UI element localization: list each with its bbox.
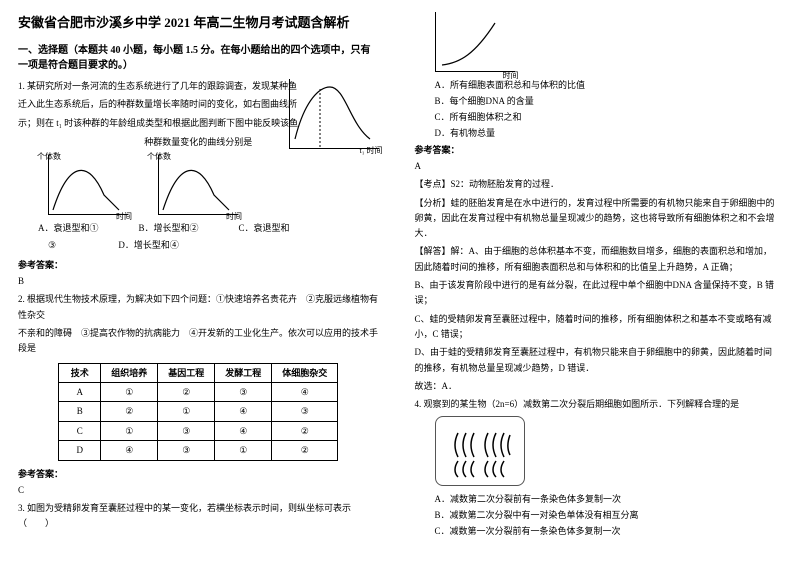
q1-answer: B xyxy=(18,274,379,289)
small-graph-2: 个体数 时间 xyxy=(158,155,238,215)
answer-label: 参考答案： xyxy=(18,467,379,480)
td: B xyxy=(59,402,101,421)
explain: 故选：A． xyxy=(415,379,776,394)
table-row: B ② ① ④ ③ xyxy=(59,402,338,421)
opt-d: D．有机物总量 xyxy=(435,126,776,139)
graph-row: 个体数 时间 个体数 时间 xyxy=(48,155,379,215)
question-3: 3. 如图为受精卵发育至囊胚过程中的某一变化，若横坐标表示时间，则纵坐标可表示（… xyxy=(18,501,379,532)
td: ④ xyxy=(215,421,272,440)
axis-label: 个体数 xyxy=(147,151,171,164)
opt-a: A．衰退型和① xyxy=(38,221,99,235)
explain: B、由于该发育阶段中进行的是有丝分裂，在此过程中单个细胞中DNA 含量保持不变，… xyxy=(415,278,776,309)
td: ① xyxy=(101,421,158,440)
td: ④ xyxy=(272,382,338,401)
q2-answer: C xyxy=(18,483,379,498)
question-2: 2. 根据现代生物技术原理，为解决如下四个问题：①快速培养名贵花卉 ②克服远缘植… xyxy=(18,292,379,460)
th: 基因工程 xyxy=(158,363,215,382)
explain: 【分析】蛙的胚胎发育是在水中进行的，发育过程中所需要的有机物只能来自于卵细胞中的… xyxy=(415,196,776,242)
q2-line: 2. 根据现代生物技术原理，为解决如下四个问题：①快速培养名贵花卉 ②克服远缘植… xyxy=(18,292,379,323)
td: ② xyxy=(272,441,338,460)
explain: 【考点】S2：动物胚胎发育的过程． xyxy=(415,177,776,192)
q3-graph: 时间 xyxy=(435,12,515,72)
q2-table: 技术 组织培养 基因工程 发酵工程 体细胞杂交 A ① ② ③ ④ B ② ① xyxy=(58,363,338,461)
answer-label: 参考答案： xyxy=(415,143,776,156)
td: C xyxy=(59,421,101,440)
table-row: C ① ③ ④ ② xyxy=(59,421,338,440)
th: 技术 xyxy=(59,363,101,382)
table-row: A ① ② ③ ④ xyxy=(59,382,338,401)
section-1-head: 一、选择题（本题共 40 小题，每小题 1.5 分。在每小题给出的四个选项中，只… xyxy=(18,41,379,71)
right-column: 时间 A．所有细胞表面积总和与体积的比值 B．每个细胞DNA 的含量 C．所有细… xyxy=(397,0,793,561)
table-header-row: 技术 组织培养 基因工程 发酵工程 体细胞杂交 xyxy=(59,363,338,382)
axis-label: t₁ 时间 xyxy=(359,145,382,158)
small-graph-1: 个体数 时间 xyxy=(48,155,128,215)
td: ② xyxy=(101,402,158,421)
td: ① xyxy=(215,441,272,460)
td: ③ xyxy=(158,441,215,460)
axis-label: 个体数 xyxy=(37,151,61,164)
q4-options: A．减数第二次分裂前有一条染色体多复制一次 B．减数第二次分裂中有一对染色单体没… xyxy=(415,492,776,537)
td: ① xyxy=(101,382,158,401)
opt-c: C．所有细胞体积之和 xyxy=(435,110,776,123)
page-title: 安徽省合肥市沙溪乡中学 2021 年高二生物月考试题含解析 xyxy=(18,12,379,31)
opt-a: A．所有细胞表面积总和与体积的比值 xyxy=(435,78,776,91)
opt-c: C．减数第一次分裂前有一条染色体多复制一次 xyxy=(435,524,776,537)
td: ③ xyxy=(158,421,215,440)
th: 体细胞杂交 xyxy=(272,363,338,382)
th: 发酵工程 xyxy=(215,363,272,382)
td: ④ xyxy=(101,441,158,460)
th: 组织培养 xyxy=(101,363,158,382)
td: D xyxy=(59,441,101,460)
opt-a: A．减数第二次分裂前有一条染色体多复制一次 xyxy=(435,492,776,505)
explain: D、由于蛙的受精卵发育至囊胚过程中，有机物只能来自于卵细胞中的卵黄，因此随着时间… xyxy=(415,345,776,376)
explain: C、蛙的受精卵发育至囊胚过程中，随着时间的推移，所有细胞体积之和基本不变或略有减… xyxy=(415,312,776,343)
explain: 【解答】解：A、由于细胞的总体积基本不变，而细胞数目增多，细胞的表面积总和增加，… xyxy=(415,244,776,275)
left-column: 安徽省合肥市沙溪乡中学 2021 年高二生物月考试题含解析 一、选择题（本题共 … xyxy=(0,0,397,561)
td: A xyxy=(59,382,101,401)
q3-options: A．所有细胞表面积总和与体积的比值 B．每个细胞DNA 的含量 C．所有细胞体积… xyxy=(415,78,776,139)
td: ④ xyxy=(215,402,272,421)
td: ③ xyxy=(272,402,338,421)
q3-answer: A xyxy=(415,159,776,174)
answer-label: 参考答案： xyxy=(18,258,379,271)
q1-options: A．衰退型和① B．增长型和② C．衰退型和 xyxy=(38,221,379,235)
table-row: D ④ ③ ① ② xyxy=(59,441,338,460)
cell-diagram xyxy=(435,416,525,486)
td: ② xyxy=(272,421,338,440)
opt-b: B．每个细胞DNA 的含量 xyxy=(435,94,776,107)
opt-b: B．减数第二次分裂中有一对染色单体没有相互分离 xyxy=(435,508,776,521)
q2-line: 不亲和的障碍 ③提高农作物的抗病能力 ④开发新的工业化生产。依次可以应用的技术手… xyxy=(18,326,379,357)
axis-label: 时间 xyxy=(503,70,519,81)
opt-c: C．衰退型和 xyxy=(239,221,290,235)
question-4: 4. 观察到的某生物（2n=6）减数第二次分裂后期细胞如图所示．下列解释合理的是 xyxy=(415,397,776,412)
opt-d: ③ xyxy=(48,240,56,250)
q1-inline-graph: t₁ 时间 xyxy=(289,79,379,149)
opt-b: B．增长型和② xyxy=(139,221,199,235)
q1-options2: ③ D．增长型和④ xyxy=(48,238,379,252)
td: ② xyxy=(158,382,215,401)
axis-label: 时间 xyxy=(116,211,132,224)
question-1: t₁ 时间 1. 某研究所对一条河流的生态系统进行了几年的跟踪调查，发现某种鱼 … xyxy=(18,79,379,252)
axis-label: 时间 xyxy=(226,211,242,224)
td: ③ xyxy=(215,382,272,401)
opt-d2: D．增长型和④ xyxy=(118,240,179,250)
td: ① xyxy=(158,402,215,421)
